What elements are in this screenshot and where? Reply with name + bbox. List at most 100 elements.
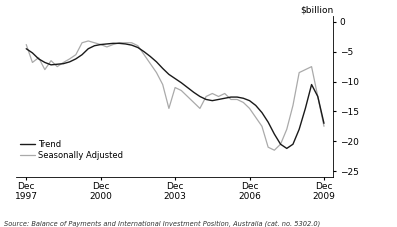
Trend [98,43,103,46]
Trend [30,52,35,54]
Trend [284,147,289,150]
Seasonally Adjusted [272,149,277,152]
Seasonally Adjusted [303,68,308,71]
Seasonally Adjusted [117,41,121,44]
Seasonally Adjusted [142,53,146,56]
Seasonally Adjusted [216,95,221,98]
Trend [309,83,314,86]
Seasonally Adjusted [315,95,320,98]
Trend [179,81,184,84]
Seasonally Adjusted [204,95,208,98]
Trend [216,98,221,101]
Trend [42,61,47,64]
Trend [173,77,177,80]
Line: Seasonally Adjusted: Seasonally Adjusted [26,41,324,150]
Trend [123,43,128,45]
Trend [229,96,233,99]
Trend [73,57,78,60]
Seasonally Adjusted [322,125,326,128]
Seasonally Adjusted [92,41,97,44]
Seasonally Adjusted [148,62,153,65]
Seasonally Adjusted [111,43,116,46]
Trend [104,43,109,45]
Seasonally Adjusted [135,44,140,47]
Seasonally Adjusted [67,57,72,60]
Seasonally Adjusted [229,98,233,101]
Seasonally Adjusted [30,61,35,64]
Trend [241,97,246,100]
Seasonally Adjusted [291,104,295,107]
Trend [55,63,60,66]
Seasonally Adjusted [73,53,78,56]
Trend [61,62,66,65]
Seasonally Adjusted [284,128,289,131]
Seasonally Adjusted [98,43,103,46]
Trend [135,46,140,49]
Trend [278,143,283,146]
Trend [191,91,196,94]
Trend [148,55,153,58]
Seasonally Adjusted [49,59,54,62]
Trend [303,107,308,110]
Seasonally Adjusted [129,41,134,44]
Seasonally Adjusted [260,125,264,128]
Seasonally Adjusted [179,89,184,92]
Trend [49,64,54,66]
Seasonally Adjusted [104,46,109,48]
Trend [291,143,295,146]
Trend [235,96,239,99]
Seasonally Adjusted [198,107,202,110]
Trend [198,95,202,98]
Trend [222,97,227,100]
Trend [315,95,320,98]
Trend [86,47,91,50]
Trend [67,60,72,63]
Seasonally Adjusted [24,43,29,46]
Trend [154,60,159,63]
Seasonally Adjusted [160,83,165,86]
Trend [204,98,208,101]
Text: Source: Balance of Payments and International Investment Position, Australia (ca: Source: Balance of Payments and Internat… [4,221,320,227]
Seasonally Adjusted [191,101,196,104]
Trend [160,67,165,70]
Seasonally Adjusted [266,146,270,149]
Seasonally Adjusted [185,95,190,98]
Text: $billion: $billion [300,5,333,14]
Seasonally Adjusted [253,116,258,119]
Trend [166,73,171,76]
Trend [322,122,326,125]
Trend [142,50,146,53]
Seasonally Adjusted [166,107,171,110]
Trend [247,99,252,102]
Seasonally Adjusted [36,56,41,59]
Trend [185,86,190,89]
Seasonally Adjusted [55,65,60,68]
Line: Trend: Trend [26,43,324,148]
Trend [36,57,41,60]
Trend [117,42,121,45]
Seasonally Adjusted [154,71,159,74]
Seasonally Adjusted [123,41,128,44]
Trend [253,104,258,107]
Trend [272,133,277,136]
Trend [111,42,116,45]
Legend: Trend, Seasonally Adjusted: Trend, Seasonally Adjusted [20,140,123,160]
Seasonally Adjusted [297,71,302,74]
Seasonally Adjusted [235,98,239,101]
Seasonally Adjusted [241,101,246,104]
Seasonally Adjusted [80,41,85,44]
Seasonally Adjusted [309,65,314,68]
Seasonally Adjusted [42,68,47,71]
Trend [260,111,264,114]
Seasonally Adjusted [222,92,227,95]
Seasonally Adjusted [210,92,215,95]
Seasonally Adjusted [247,107,252,110]
Trend [210,99,215,102]
Seasonally Adjusted [278,143,283,146]
Trend [266,121,270,123]
Trend [92,44,97,47]
Seasonally Adjusted [86,39,91,42]
Seasonally Adjusted [61,61,66,64]
Trend [129,44,134,47]
Trend [24,47,29,50]
